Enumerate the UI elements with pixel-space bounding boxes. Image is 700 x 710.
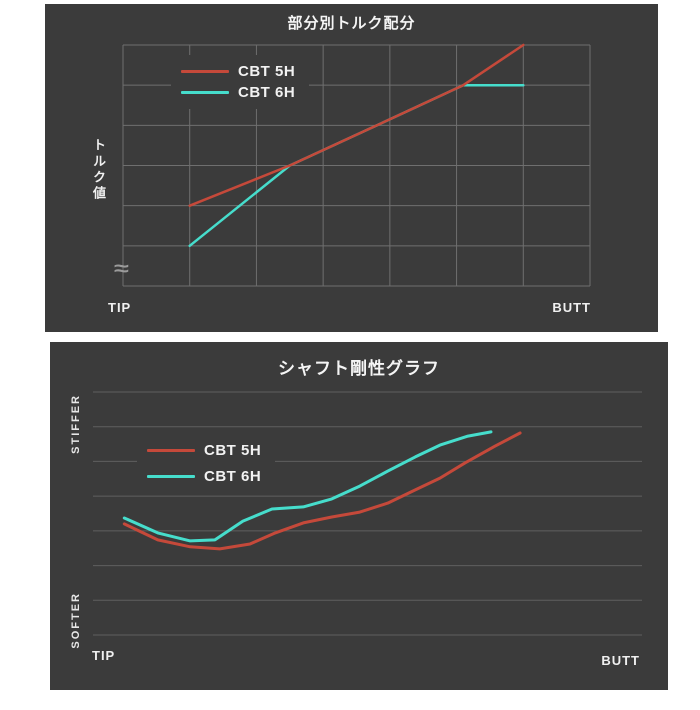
legend-label-cbt-6h: CBT 6H [204, 467, 262, 485]
legend-line-red-icon [147, 448, 195, 452]
legend-item-cbt-5h: CBT 5H [181, 61, 295, 82]
x-axis-label-tip: TIP [108, 300, 132, 315]
chart-grid [93, 391, 642, 636]
legend-line-red-icon [181, 70, 229, 73]
y-axis-label-stiffer: STIFFER [70, 394, 82, 454]
x-axis-label-butt: BUTT [601, 653, 640, 668]
stiffness-chart-title: シャフト剛性グラフ [278, 359, 440, 378]
legend-line-cyan-icon [181, 91, 229, 94]
x-axis-label-tip: TIP [92, 648, 116, 663]
axis-break-icon: ≈ [114, 258, 129, 280]
legend-item-cbt-6h: CBT 6H [147, 463, 261, 489]
torque-chart-legend: CBT 5H CBT 6H [171, 55, 310, 109]
torque-chart-panel: 部分別トルク配分 トルク値 ≈ CBT 5H CBT 6H TIP BUTT [45, 4, 658, 332]
legend-label-cbt-5h: CBT 5H [204, 441, 262, 459]
series-line-cbt-5h [188, 43, 525, 207]
legend-line-cyan-icon [147, 474, 195, 478]
legend-label-cbt-5h: CBT 5H [238, 63, 296, 80]
legend-label-cbt-6h: CBT 6H [238, 84, 296, 101]
series-line-cbt-5h [122, 431, 522, 551]
x-axis-label-butt: BUTT [552, 300, 591, 315]
legend-item-cbt-6h: CBT 6H [181, 82, 295, 103]
y-axis-label-softer: SOFTER [70, 592, 82, 649]
stiffness-chart-plot [93, 391, 642, 636]
stiffness-chart-panel: シャフト剛性グラフ STIFFER SOFTER CBT 5H CBT 6H T… [50, 342, 668, 690]
torque-chart-plot [122, 43, 591, 287]
legend-item-cbt-5h: CBT 5H [147, 437, 261, 463]
torque-y-axis-label: トルク値 [91, 138, 106, 202]
stiffness-chart-legend: CBT 5H CBT 6H [137, 431, 276, 495]
torque-chart-title: 部分別トルク配分 [287, 15, 416, 32]
series-line-cbt-6h [122, 430, 493, 543]
chart-grid [122, 44, 591, 287]
